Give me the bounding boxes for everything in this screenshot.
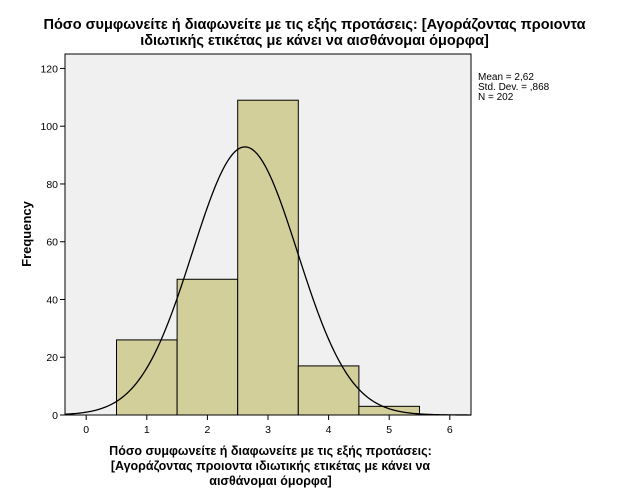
stats-box: Mean = 2,62 Std. Dev. = ,868 N = 202 — [478, 73, 549, 103]
stats-n: N = 202 — [478, 92, 514, 103]
x-axis-label-line: αισθάνομαι όμορφα] — [209, 474, 332, 488]
x-tick-label: 6 — [447, 424, 453, 436]
histogram-bar — [297, 365, 360, 416]
y-tick-label: 60 — [46, 237, 58, 249]
x-axis-label: Πόσο συμφωνείτε ή διαφωνείτε με τις εξής… — [40, 444, 501, 489]
x-tick-label: 1 — [144, 424, 150, 436]
y-axis-label: Frequency — [19, 200, 34, 267]
histogram-bar — [176, 278, 239, 416]
histogram-bar — [237, 99, 299, 416]
x-tick-label: 4 — [326, 424, 332, 436]
y-tick-label: 80 — [46, 179, 58, 191]
x-axis-ticks: 0 1 2 3 4 5 6 — [83, 415, 453, 436]
y-axis-ticks: 0 20 40 60 80 100 120 — [40, 63, 65, 422]
x-tick-label: 0 — [83, 424, 89, 436]
y-tick-label: 40 — [46, 294, 58, 306]
normal-curve — [64, 146, 471, 416]
x-axis-label-line: Πόσο συμφωνείτε ή διαφωνείτε με τις εξής… — [109, 444, 432, 458]
y-tick-label: 0 — [52, 410, 58, 422]
bars-group — [116, 99, 420, 416]
y-tick-label: 100 — [40, 121, 58, 133]
y-tick-label: 120 — [40, 63, 58, 75]
chart-title-line: Πόσο συμφωνείτε ή διαφωνείτε με τις εξής… — [43, 17, 586, 33]
x-tick-label: 2 — [204, 424, 210, 436]
histogram-bar — [116, 339, 178, 416]
stats-mean: Mean = 2,62 — [478, 72, 534, 83]
chart-title: Πόσο συμφωνείτε ή διαφωνείτε με τις εξής… — [0, 17, 629, 49]
x-axis-label-line: [Αγοράζοντας προιοντα ιδιωτικής ετικέτας… — [110, 459, 431, 473]
stats-std-dev: Std. Dev. = ,868 — [478, 82, 550, 93]
x-tick-label: 5 — [386, 424, 392, 436]
chart-title-line: ιδιωτικής ετικέτας με κάνει να αισθάνομα… — [140, 33, 489, 49]
y-tick-label: 20 — [46, 352, 58, 364]
x-tick-label: 3 — [265, 424, 271, 436]
